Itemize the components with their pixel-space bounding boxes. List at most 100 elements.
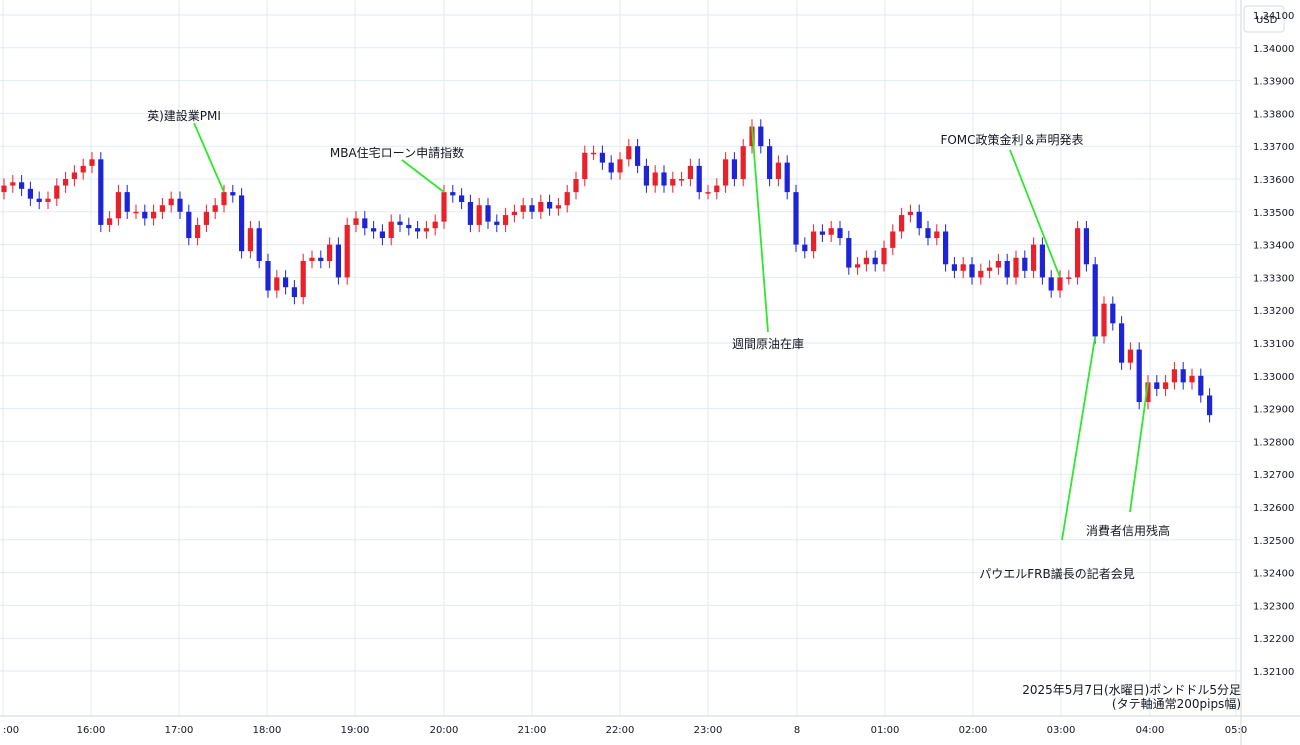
candle-body <box>423 228 429 232</box>
candle-body <box>626 146 632 160</box>
candle-body <box>89 159 95 166</box>
candle-body <box>1066 277 1072 279</box>
event-annotation-label: パウエルFRB議長の記者会見 <box>979 566 1134 581</box>
candle-body <box>811 231 817 252</box>
candle-body <box>943 231 949 265</box>
candle-body <box>203 211 209 225</box>
price-tick-label: 1.32700 <box>1253 470 1294 481</box>
candle-body <box>63 179 69 186</box>
price-tick-label: 1.33700 <box>1253 142 1294 153</box>
candle-body <box>344 224 350 278</box>
candle-body <box>212 205 218 212</box>
candle-body <box>960 264 966 271</box>
candle-body <box>679 179 685 181</box>
price-tick-label: 1.33200 <box>1253 306 1294 317</box>
candle-body <box>1101 303 1107 337</box>
candle-body <box>318 257 324 261</box>
callout-line <box>1061 336 1097 541</box>
candle-body <box>661 172 667 186</box>
time-tick-label: 22:00 <box>606 725 635 736</box>
candle-body <box>784 162 790 193</box>
candle-body <box>186 211 192 239</box>
candle-body <box>529 205 535 212</box>
candle-body <box>652 172 658 186</box>
candle-body <box>467 201 473 225</box>
time-tick-label: 02:00 <box>959 725 988 736</box>
candle-body <box>115 192 121 219</box>
candle-body <box>881 247 887 265</box>
price-tick-label: 1.32900 <box>1253 405 1294 416</box>
callout-line <box>1009 149 1061 278</box>
time-tick-label: 23:00 <box>694 725 723 736</box>
candle-body <box>793 192 799 245</box>
candle-body <box>837 228 843 239</box>
candle-body <box>1048 277 1054 291</box>
candle-body <box>969 264 975 278</box>
time-tick-label: 21:00 <box>518 725 547 736</box>
candle-body <box>846 238 852 268</box>
price-tick-label: 1.33300 <box>1253 273 1294 284</box>
candle-body <box>1013 257 1019 278</box>
candle-body <box>503 215 509 225</box>
callout-line <box>1129 382 1149 513</box>
price-tick-label: 1.32300 <box>1253 601 1294 612</box>
price-tick-label: 1.32100 <box>1253 667 1294 678</box>
candle-body <box>494 221 500 225</box>
candle-body <box>1057 277 1063 291</box>
time-tick-label: 01:00 <box>871 725 900 736</box>
candle-body <box>714 185 720 193</box>
candle-body <box>855 264 861 268</box>
candle-body <box>1180 369 1186 383</box>
candle-body <box>1127 349 1133 363</box>
candle-body <box>987 267 993 271</box>
price-axis: 1.34100 1.34000 1.33900 1.33800 1.33700 1.336… <box>1253 11 1294 678</box>
candle-body <box>907 211 913 216</box>
price-tick-label: 1.34100 <box>1253 11 1294 22</box>
candle-body <box>406 224 412 229</box>
candle-body <box>520 205 526 212</box>
candle-body <box>124 192 130 212</box>
price-tick-label: 1.33800 <box>1253 109 1294 120</box>
time-tick-label: 19:00 <box>341 725 370 736</box>
candle-body <box>335 244 341 278</box>
candle-body <box>300 261 306 298</box>
candle-body <box>362 218 368 229</box>
candle-body <box>397 221 403 225</box>
candle-body <box>538 201 544 212</box>
candle-body <box>978 270 984 278</box>
candle-body <box>802 244 808 252</box>
candle-body <box>151 211 157 219</box>
candle-body <box>195 224 201 239</box>
candle-body <box>1 185 7 193</box>
candle-body <box>441 192 447 222</box>
callout-line <box>751 126 769 333</box>
candle-body <box>133 211 139 214</box>
price-tick-label: 1.32200 <box>1253 634 1294 645</box>
callout-line <box>193 122 225 193</box>
candle-body <box>107 218 113 225</box>
candle-body <box>819 231 825 235</box>
time-tick-label: 04:00 <box>1136 725 1165 736</box>
candle-body <box>740 146 746 179</box>
candle-body <box>168 198 174 206</box>
candle-body <box>10 182 16 186</box>
candle-body <box>731 159 737 179</box>
candle-body <box>230 192 236 196</box>
candle-body <box>1119 323 1125 363</box>
candle-body <box>951 264 957 271</box>
candle-body <box>599 152 605 163</box>
candle-body <box>45 198 51 202</box>
currency-badge[interactable] <box>1243 5 1285 33</box>
price-tick-label: 1.33900 <box>1253 77 1294 88</box>
event-annotation-label: 英)建設業PMI <box>147 108 221 123</box>
candle-body <box>573 179 579 193</box>
candle-body <box>159 205 165 212</box>
time-tick-label: 17:00 <box>165 725 194 736</box>
candle-body <box>899 215 905 232</box>
price-tick-label: 1.33400 <box>1253 241 1294 252</box>
price-tick-label: 1.33000 <box>1253 372 1294 383</box>
candle-body <box>1083 228 1089 265</box>
candle-body <box>643 165 649 186</box>
candle-body <box>142 211 148 219</box>
